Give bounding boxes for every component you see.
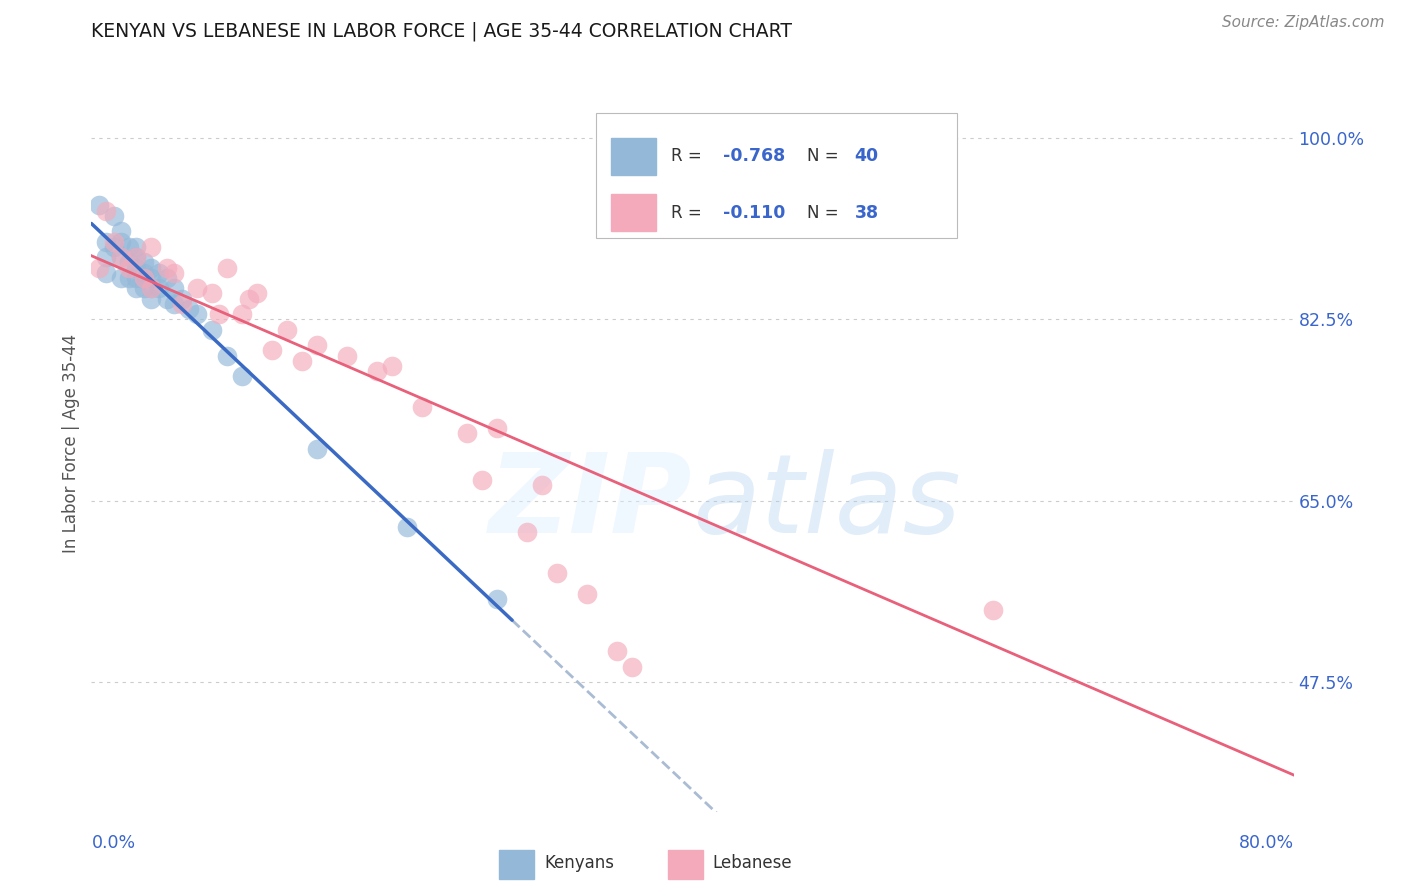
- Point: [118, 240, 141, 254]
- Point: [411, 401, 433, 415]
- Text: -0.768: -0.768: [723, 147, 785, 165]
- Text: 38: 38: [855, 203, 879, 222]
- Point: [96, 203, 118, 218]
- Bar: [610, 138, 657, 175]
- Point: [817, 136, 839, 151]
- Point: [215, 260, 238, 275]
- Text: Source: ZipAtlas.com: Source: ZipAtlas.com: [1222, 15, 1385, 29]
- Point: [141, 271, 163, 285]
- Point: [276, 323, 298, 337]
- Point: [305, 338, 328, 352]
- Point: [177, 301, 200, 316]
- Text: N =: N =: [807, 203, 844, 222]
- FancyBboxPatch shape: [596, 112, 957, 238]
- Text: 40: 40: [855, 147, 879, 165]
- Point: [96, 266, 118, 280]
- Point: [305, 442, 328, 456]
- Text: -0.110: -0.110: [723, 203, 785, 222]
- Point: [155, 260, 177, 275]
- Text: N =: N =: [807, 147, 844, 165]
- Point: [531, 478, 554, 492]
- Point: [148, 266, 170, 280]
- Bar: [610, 194, 657, 231]
- Point: [170, 292, 193, 306]
- Text: Lebanese: Lebanese: [713, 854, 793, 871]
- Point: [163, 281, 186, 295]
- Point: [606, 644, 628, 658]
- Point: [395, 519, 418, 533]
- Point: [110, 250, 132, 264]
- Point: [456, 426, 478, 441]
- Point: [260, 343, 283, 358]
- Point: [141, 281, 163, 295]
- Point: [238, 292, 260, 306]
- Point: [118, 260, 141, 275]
- Point: [366, 364, 388, 378]
- Point: [118, 271, 141, 285]
- Point: [231, 307, 253, 321]
- Point: [103, 240, 125, 254]
- Point: [516, 524, 538, 539]
- Point: [163, 297, 186, 311]
- Point: [125, 281, 148, 295]
- Point: [186, 307, 208, 321]
- Text: 80.0%: 80.0%: [1239, 834, 1294, 852]
- Point: [132, 255, 155, 269]
- Point: [125, 260, 148, 275]
- Point: [231, 369, 253, 384]
- Text: Kenyans: Kenyans: [544, 854, 614, 871]
- Text: 0.0%: 0.0%: [91, 834, 135, 852]
- Point: [208, 307, 231, 321]
- Point: [103, 235, 125, 249]
- Point: [471, 473, 494, 487]
- Point: [381, 359, 404, 373]
- Point: [215, 349, 238, 363]
- Point: [201, 286, 224, 301]
- Point: [163, 266, 186, 280]
- Point: [103, 209, 125, 223]
- Text: R =: R =: [671, 203, 707, 222]
- Point: [576, 587, 599, 601]
- Text: KENYAN VS LEBANESE IN LABOR FORCE | AGE 35-44 CORRELATION CHART: KENYAN VS LEBANESE IN LABOR FORCE | AGE …: [91, 21, 793, 41]
- Point: [486, 421, 509, 435]
- Point: [186, 281, 208, 295]
- Point: [141, 281, 163, 295]
- Point: [981, 602, 1004, 616]
- Point: [132, 271, 155, 285]
- Point: [118, 255, 141, 269]
- Text: atlas: atlas: [692, 450, 962, 556]
- Point: [110, 250, 132, 264]
- Point: [621, 659, 644, 673]
- Point: [125, 250, 148, 264]
- Point: [110, 224, 132, 238]
- Point: [125, 271, 148, 285]
- Point: [96, 250, 118, 264]
- Point: [336, 349, 359, 363]
- Point: [155, 271, 177, 285]
- Point: [201, 323, 224, 337]
- Point: [110, 235, 132, 249]
- Y-axis label: In Labor Force | Age 35-44: In Labor Force | Age 35-44: [62, 334, 80, 553]
- Point: [486, 592, 509, 607]
- Point: [96, 235, 118, 249]
- Point: [546, 566, 568, 581]
- Point: [141, 240, 163, 254]
- Point: [87, 198, 110, 212]
- Point: [155, 292, 177, 306]
- Point: [110, 271, 132, 285]
- Point: [141, 292, 163, 306]
- Point: [291, 354, 314, 368]
- Point: [148, 281, 170, 295]
- Point: [125, 240, 148, 254]
- Point: [170, 297, 193, 311]
- Text: ZIP: ZIP: [489, 450, 692, 556]
- Point: [246, 286, 269, 301]
- Point: [132, 281, 155, 295]
- Text: R =: R =: [671, 147, 707, 165]
- Point: [87, 260, 110, 275]
- Point: [132, 266, 155, 280]
- Point: [141, 260, 163, 275]
- Point: [125, 250, 148, 264]
